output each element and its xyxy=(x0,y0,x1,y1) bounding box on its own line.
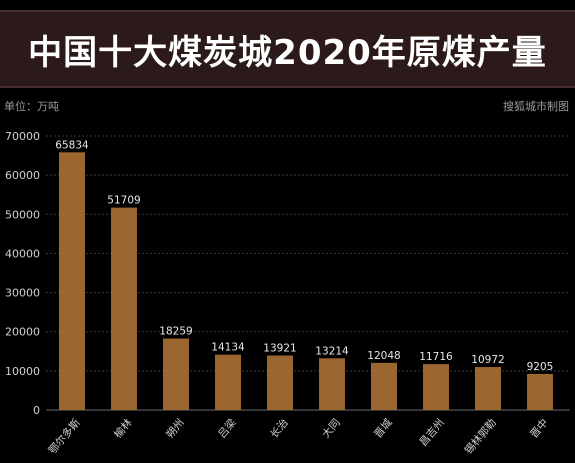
bar xyxy=(371,362,397,410)
source-label: 搜狐城市制图 xyxy=(503,100,569,113)
x-tick-label: 晋中 xyxy=(527,416,550,440)
chart-title: 中国十大煤炭城2020年原煤产量 xyxy=(28,32,547,73)
y-tick-label: 0 xyxy=(33,404,40,417)
data-label: 13214 xyxy=(315,345,349,357)
x-tick-label: 鄂尔多斯 xyxy=(46,416,83,457)
bar xyxy=(267,355,293,410)
data-label: 13921 xyxy=(263,343,296,355)
data-label: 18259 xyxy=(159,326,192,338)
bar xyxy=(475,367,501,410)
x-tick-label: 昌吉州 xyxy=(417,417,446,449)
bar xyxy=(59,152,85,410)
y-tick-label: 10000 xyxy=(5,365,40,378)
x-tick-label: 吕梁 xyxy=(215,416,239,441)
data-label: 10972 xyxy=(471,354,504,366)
data-label: 11716 xyxy=(419,351,453,363)
y-tick-label: 40000 xyxy=(5,247,40,260)
title-bar: 中国十大煤炭城2020年原煤产量 xyxy=(0,10,575,88)
y-tick-label: 50000 xyxy=(5,208,40,221)
y-tick-label: 60000 xyxy=(5,169,40,182)
y-tick-label: 30000 xyxy=(5,287,40,300)
bars-layer xyxy=(59,152,553,410)
bar xyxy=(423,364,449,410)
y-tick-label: 70000 xyxy=(5,130,40,143)
data-label: 65834 xyxy=(55,139,89,151)
bar xyxy=(215,354,241,410)
data-label: 9205 xyxy=(527,361,554,373)
data-label: 51709 xyxy=(107,195,140,207)
x-tick-label: 榆林 xyxy=(111,416,135,441)
x-tick-label: 长治 xyxy=(267,416,290,440)
x-tick-label: 大同 xyxy=(319,416,342,440)
data-label: 14134 xyxy=(211,342,245,354)
bar xyxy=(163,338,189,410)
x-tick-label: 晋城 xyxy=(372,416,395,440)
x-tick-label: 朔州 xyxy=(163,416,186,440)
data-label: 12048 xyxy=(367,350,400,362)
bar xyxy=(527,373,553,410)
bar xyxy=(319,358,345,410)
y-tick-label: 20000 xyxy=(5,326,40,339)
bar xyxy=(111,207,137,410)
unit-label: 单位：万吨 xyxy=(4,100,59,113)
x-tick-label: 锡林郭勒 xyxy=(462,416,499,457)
